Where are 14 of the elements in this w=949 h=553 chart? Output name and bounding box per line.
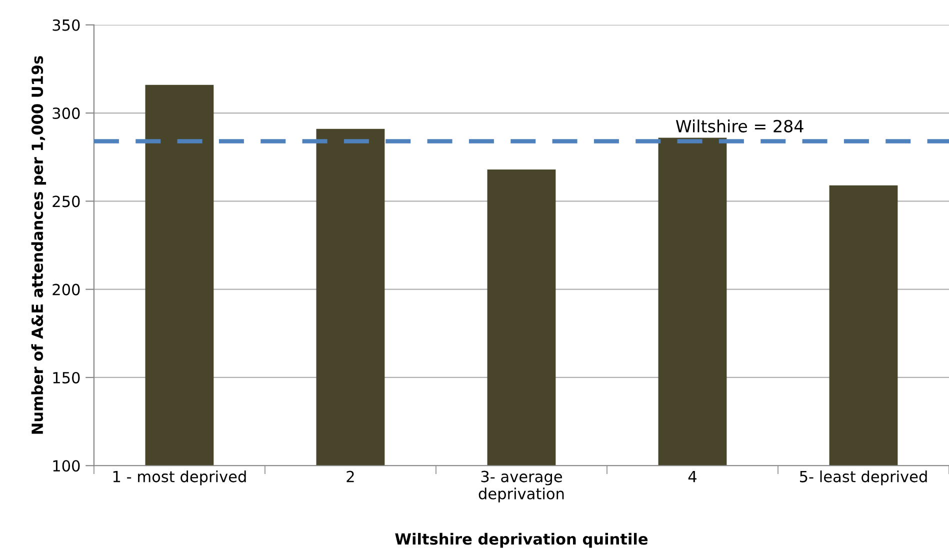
y-tick-label: 350 xyxy=(52,19,80,31)
x-tick-label: 3- average deprivation xyxy=(478,470,564,502)
x-axis-title: Wiltshire deprivation quintile xyxy=(395,532,648,548)
y-tick-label: 250 xyxy=(52,196,80,208)
ref-line-label: Wiltshire = 284 xyxy=(676,120,804,132)
x-tick-label: 4 xyxy=(688,470,696,482)
y-tick-label: 150 xyxy=(53,372,80,384)
y-tick-label: 100 xyxy=(53,460,80,472)
x-tick-label: 1 - most deprived xyxy=(113,470,246,486)
x-tick-label: 2 xyxy=(346,470,354,482)
y-axis-title: Number of A&E attendances per 1,000 U19s xyxy=(31,56,46,434)
y-tick-label: 300 xyxy=(52,108,80,120)
y-tick-label: 200 xyxy=(52,284,80,296)
x-tick-label: 5- least deprived xyxy=(800,470,927,486)
